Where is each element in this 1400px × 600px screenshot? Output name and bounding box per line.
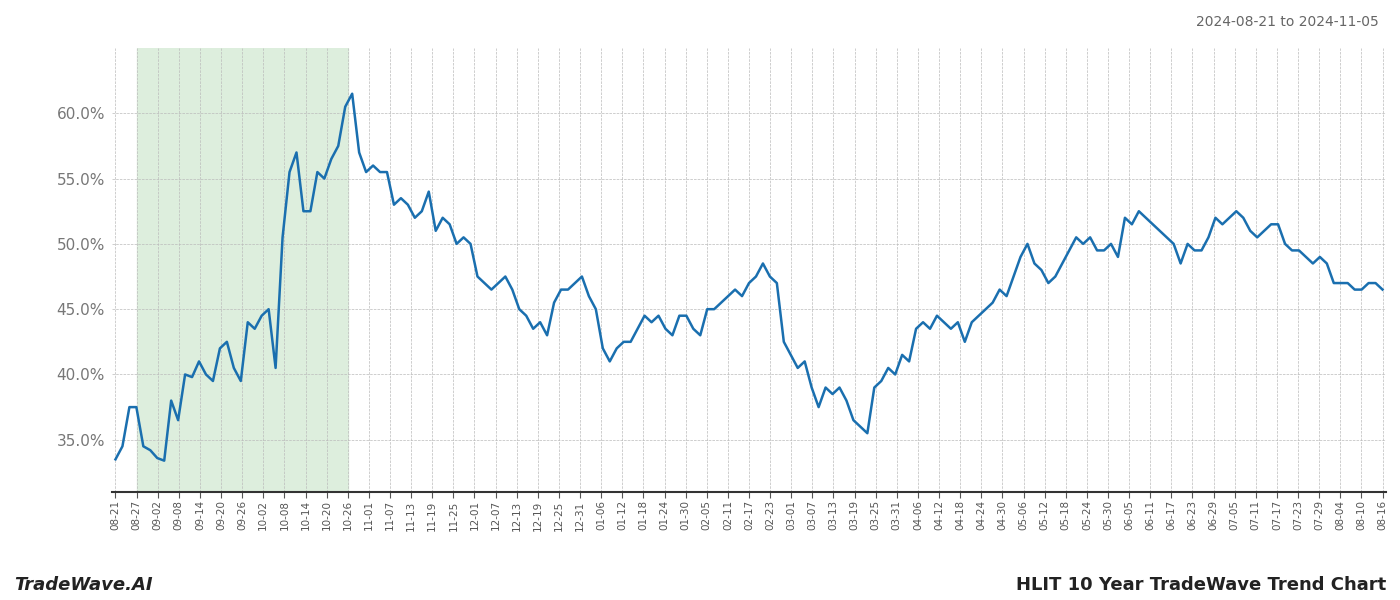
Text: HLIT 10 Year TradeWave Trend Chart: HLIT 10 Year TradeWave Trend Chart <box>1016 576 1386 594</box>
Text: 2024-08-21 to 2024-11-05: 2024-08-21 to 2024-11-05 <box>1196 15 1379 29</box>
Bar <box>137 48 347 492</box>
Text: TradeWave.AI: TradeWave.AI <box>14 576 153 594</box>
